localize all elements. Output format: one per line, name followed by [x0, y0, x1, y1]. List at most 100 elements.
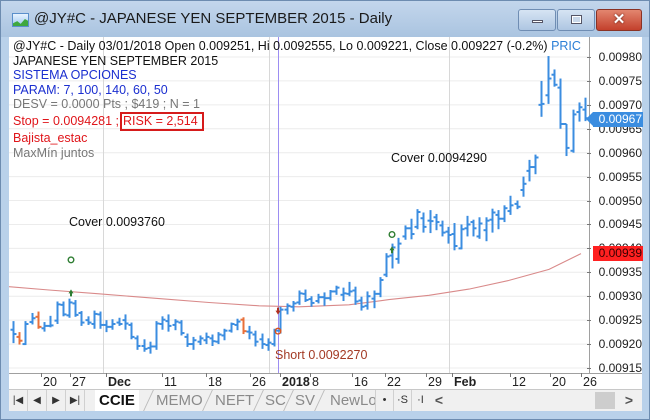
maxmin-label: MaxMín juntos — [13, 145, 95, 160]
price-tick-mark — [587, 176, 591, 178]
price-tick-label: 0.00975 — [598, 73, 642, 88]
tab-i[interactable]: ·I — [411, 390, 429, 411]
price-tick-label: 0.00945 — [598, 217, 642, 232]
prev-tab-button[interactable]: ◀ — [28, 390, 47, 411]
price-tick-mark — [587, 104, 591, 106]
system-name: SISTEMA OPCIONES — [13, 68, 137, 82]
price-chart[interactable]: Cover 0.0093760 Cover 0.0094290 Short 0.00… — [9, 37, 589, 373]
price-tick-mark — [587, 368, 591, 369]
price-tick-label: 0.00970 — [598, 97, 642, 112]
tab-s[interactable]: ·S — [393, 390, 411, 411]
price-tick-mark — [587, 80, 591, 82]
tab-memo[interactable]: MEMO — [156, 392, 203, 409]
system-params: PARAM: 7, 100, 140, 60, 50 — [13, 82, 168, 97]
price-tick-mark — [587, 200, 591, 202]
price-tick-label: 0.00915 — [598, 361, 642, 375]
date-tick-mark — [162, 373, 163, 377]
horizontal-scroll-thumb[interactable] — [595, 392, 615, 409]
trade-annotation-label: Cover 0.0094290 — [391, 151, 487, 165]
date-tick-label: Dec — [108, 375, 131, 389]
minimize-button[interactable] — [518, 9, 556, 31]
date-tick-label: 12 — [512, 375, 526, 389]
deviation-line: DESV = 0.0000 Pts ; $419 ; N = 1 — [13, 97, 200, 111]
date-tick-label: 22 — [387, 375, 401, 389]
date-tick-mark — [581, 373, 582, 377]
maximize-icon — [571, 15, 582, 24]
minimize-icon — [532, 20, 543, 23]
price-tick-mark — [587, 296, 591, 298]
close-button[interactable]: ✕ — [596, 9, 642, 31]
date-tick-mark — [106, 373, 107, 377]
date-tick-mark — [206, 373, 207, 377]
price-tick-label: 0.00930 — [598, 289, 642, 304]
price-tick-mark — [587, 224, 591, 226]
date-tick-label: Feb — [454, 375, 477, 389]
date-axis[interactable]: 20 27 Dec 11 18 26 2018 8 16 22 29 Feb 12 20 26 — [9, 373, 642, 389]
date-tick-mark — [352, 373, 353, 377]
price-tick-label: 0.00950 — [598, 193, 642, 208]
date-tick-mark — [385, 373, 386, 377]
tab-newlo[interactable]: NewLo — [330, 392, 377, 409]
price-tick-mark — [587, 57, 591, 58]
trade-annotation-label: Short 0.0092270 — [275, 348, 367, 362]
next-tab-button[interactable]: ▶ — [47, 390, 66, 411]
price-tick-label: 0.00925 — [598, 313, 642, 328]
date-tick-label: 29 — [428, 375, 442, 389]
quote-text: @JY#C - Daily 03/01/2018 Open 0.009251, … — [13, 39, 548, 53]
date-tick-mark — [550, 373, 551, 377]
date-tick-label: 26 — [252, 375, 266, 389]
date-tick-label: 27 — [72, 375, 86, 389]
quote-line: @JY#C - Daily 03/01/2018 Open 0.009251, … — [13, 39, 581, 54]
last-price-flag: 0.00967 — [586, 112, 643, 128]
date-tick-mark — [41, 373, 42, 377]
title-bar[interactable]: @JY#C - JAPANESE YEN SEPTEMBER 2015 - Da… — [1, 1, 649, 37]
date-tick-label: 18 — [208, 375, 222, 389]
maximize-button[interactable] — [557, 9, 595, 31]
buy-arrow-icon — [389, 246, 395, 254]
scroll-right-button[interactable]: > — [624, 392, 634, 408]
price-axis[interactable]: 0.00980 0.00975 0.00970 0.00965 0.00960 0.009… — [586, 37, 643, 375]
date-tick-mark — [70, 373, 71, 377]
moving-average-flag: 0.00939 — [593, 246, 643, 262]
instrument-name: JAPANESE YEN SEPTEMBER 2015 — [13, 53, 219, 68]
buy-arrow-icon — [68, 289, 74, 297]
window-title: @JY#C - JAPANESE YEN SEPTEMBER 2015 - Da… — [34, 10, 393, 27]
tab-sc[interactable]: SC — [265, 392, 286, 409]
sheet-tab-bar: |◀ ◀ ▶ ▶| CCIE MEMO NEFT SC SV NewLo • ·… — [9, 389, 642, 411]
cover-circle-marker-icon — [388, 231, 396, 239]
market-state: Bajista_estac — [13, 131, 88, 145]
price-tick-label: 0.00960 — [598, 145, 642, 160]
date-tick-label: 8 — [312, 375, 319, 389]
short-circle-marker-icon — [274, 327, 282, 335]
cover-circle-marker-icon — [67, 256, 75, 264]
price-tick-mark — [587, 152, 591, 154]
tab-neft[interactable]: NEFT — [215, 392, 255, 409]
ohlc-chart-canvas[interactable]: Cover 0.0093760 Cover 0.0094290 Short 0.00… — [9, 37, 589, 373]
tab-sv[interactable]: SV — [295, 392, 316, 409]
stop-risk-line: Stop = 0.0094281 ; RISK = 2,514 — [13, 111, 581, 131]
price-tick-mark — [587, 344, 591, 346]
date-tick-label: 11 — [164, 375, 177, 389]
close-icon: ✕ — [612, 11, 626, 28]
date-tick-label: 26 — [583, 375, 597, 389]
date-tick-mark — [250, 373, 251, 377]
last-tab-button[interactable]: ▶| — [66, 390, 85, 411]
price-tick-mark — [587, 248, 591, 250]
date-tick-label: 20 — [552, 375, 566, 389]
date-tick-mark — [510, 373, 511, 377]
price-tick-label: 0.00920 — [598, 337, 642, 352]
date-tick-mark — [452, 373, 453, 377]
date-tick-mark — [280, 373, 281, 377]
chart-app-icon — [12, 13, 29, 27]
date-tick-mark — [426, 373, 427, 377]
date-tick-mark — [310, 373, 311, 377]
tab-ccie[interactable]: CCIE — [95, 390, 139, 411]
scroll-left-button[interactable]: < — [434, 392, 444, 408]
tab-dot[interactable]: • — [375, 390, 393, 411]
risk-highlight-box: RISK = 2,514 — [120, 111, 204, 131]
first-tab-button[interactable]: |◀ — [9, 390, 28, 411]
price-tick-label: 0.00935 — [598, 265, 642, 280]
sell-arrow-icon — [275, 307, 281, 315]
price-tick-mark — [587, 128, 591, 130]
